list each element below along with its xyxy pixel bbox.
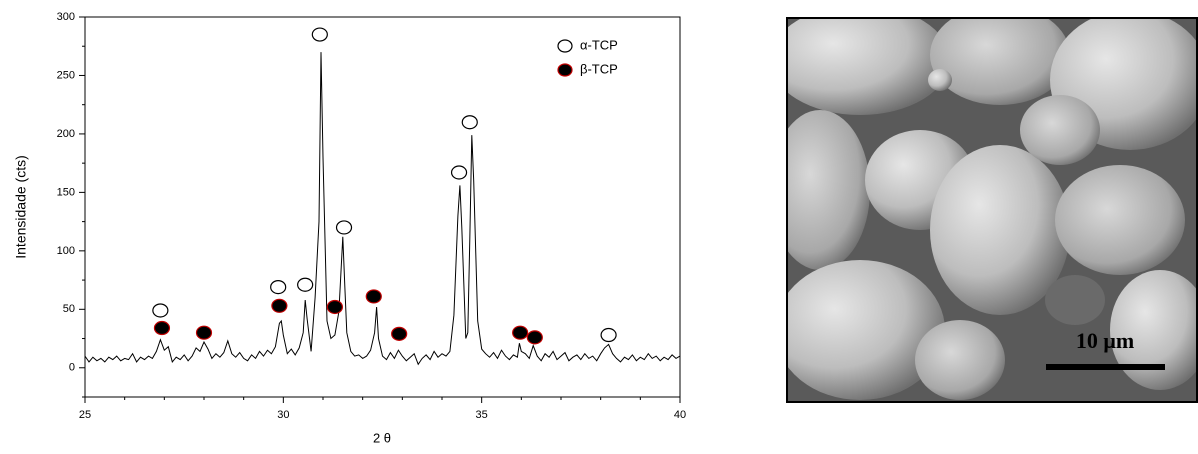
- legend-marker: [557, 63, 573, 77]
- y-tick-label: 200: [57, 128, 75, 140]
- sem-image: [787, 18, 1197, 402]
- phase-marker: [365, 289, 382, 304]
- phase-marker: [526, 330, 543, 345]
- phase-marker: [335, 220, 353, 235]
- x-axis-label: 2 θ: [373, 430, 391, 445]
- image-border: [786, 17, 1198, 403]
- y-tick-label: 250: [57, 69, 75, 81]
- phase-marker: [326, 299, 343, 315]
- x-tick-label: 35: [476, 409, 488, 421]
- legend-label: α-TCP: [580, 37, 618, 52]
- scale-bar-label: 10 μm: [1076, 328, 1134, 353]
- scale-bar: [1046, 364, 1165, 370]
- phase-marker: [152, 303, 169, 318]
- y-axis-label: Intensidade (cts): [13, 155, 29, 259]
- phase-marker: [311, 27, 328, 42]
- phase-marker: [391, 326, 408, 341]
- phase-marker: [450, 165, 468, 180]
- phase-marker: [270, 279, 287, 295]
- phase-marker: [153, 320, 171, 336]
- y-tick-label: 50: [63, 303, 75, 315]
- x-tick-label: 30: [277, 409, 289, 421]
- phase-marker: [297, 277, 314, 292]
- x-tick-label: 25: [79, 409, 91, 421]
- y-tick-label: 300: [57, 11, 75, 23]
- y-tick-label: 0: [69, 362, 75, 374]
- y-tick-label: 150: [57, 186, 75, 198]
- x-tick-label: 40: [674, 409, 686, 421]
- legend-label: β-TCP: [580, 61, 618, 76]
- phase-marker: [195, 325, 213, 340]
- diffraction-line: [84, 52, 681, 366]
- phase-marker: [600, 327, 617, 343]
- phase-marker: [271, 298, 288, 313]
- phase-marker: [512, 325, 529, 340]
- plot-frame: [84, 16, 681, 398]
- y-tick-label: 100: [57, 245, 75, 257]
- phase-marker: [461, 115, 478, 130]
- legend-marker: [557, 39, 573, 53]
